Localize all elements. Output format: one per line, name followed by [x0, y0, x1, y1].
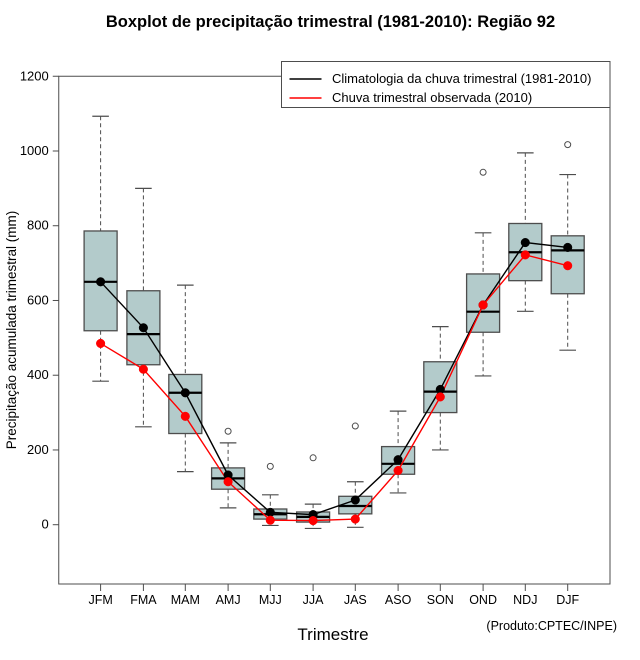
svg-text:200: 200: [27, 442, 49, 457]
svg-text:JJA: JJA: [303, 593, 325, 607]
svg-text:FMA: FMA: [130, 593, 157, 607]
svg-text:1000: 1000: [20, 143, 49, 158]
svg-text:AMJ: AMJ: [216, 593, 241, 607]
svg-text:600: 600: [27, 292, 49, 307]
svg-text:Chuva trimestral observada (20: Chuva trimestral observada (2010): [332, 90, 532, 105]
svg-text:SON: SON: [427, 593, 454, 607]
svg-text:Climatologia da chuva trimestr: Climatologia da chuva trimestral (1981-2…: [332, 71, 591, 86]
svg-text:400: 400: [27, 367, 49, 382]
svg-text:0: 0: [42, 517, 49, 532]
svg-text:Boxplot de precipitação trimes: Boxplot de precipitação trimestral (1981…: [106, 13, 555, 31]
svg-text:DJF: DJF: [556, 593, 579, 607]
svg-text:NDJ: NDJ: [513, 593, 537, 607]
svg-text:OND: OND: [469, 593, 497, 607]
svg-text:Trimestre: Trimestre: [297, 625, 368, 644]
svg-text:Precipitação acumulada trimest: Precipitação acumulada trimestral (mm): [4, 211, 19, 450]
svg-text:800: 800: [27, 218, 49, 233]
svg-text:JFM: JFM: [88, 593, 112, 607]
svg-text:(Produto:CPTEC/INPE): (Produto:CPTEC/INPE): [486, 619, 617, 633]
svg-text:ASO: ASO: [385, 593, 412, 607]
svg-text:MJJ: MJJ: [259, 593, 282, 607]
svg-text:1200: 1200: [20, 68, 49, 83]
svg-text:MAM: MAM: [171, 593, 200, 607]
svg-text:JAS: JAS: [344, 593, 367, 607]
